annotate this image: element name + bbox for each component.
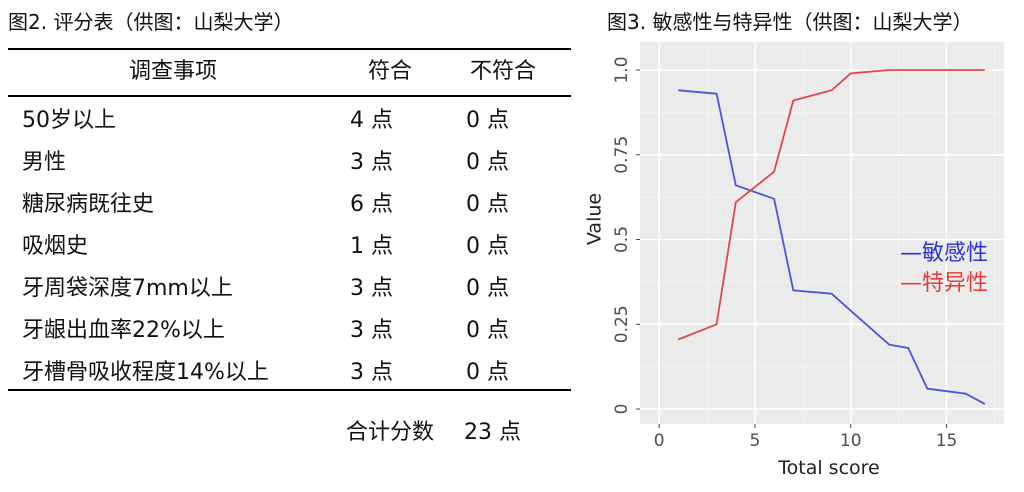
y-tick-label: 0.75 (612, 136, 632, 174)
x-tick-label: 5 (750, 431, 761, 451)
table-top-rule (8, 48, 571, 50)
x-tick-label: 15 (936, 431, 958, 451)
row-item: 吸烟史 (22, 234, 89, 259)
y-tick-label: 0.25 (612, 305, 632, 343)
table-bottom-rule (8, 389, 571, 391)
row-item: 牙槽骨吸收程度14%以上 (22, 360, 269, 385)
y-tick-label: 0 (612, 404, 632, 415)
header-no: 不符合 (470, 59, 537, 84)
plot-background (640, 42, 1004, 424)
row-yes: 4 点 (350, 108, 393, 133)
y-tick-label: 1.0 (612, 56, 632, 83)
row-yes: 3 点 (350, 318, 393, 343)
table-header-row: 调查事项 符合 不符合 (8, 51, 571, 93)
x-tick-label: 0 (654, 431, 665, 451)
total-score: 合计分数 23 点 (346, 414, 551, 446)
table-row: 吸烟史 1 点 0 点 (8, 226, 571, 268)
x-tick-label: 10 (840, 431, 862, 451)
row-yes: 3 点 (350, 360, 393, 385)
row-no: 0 点 (466, 276, 509, 301)
row-no: 0 点 (466, 234, 509, 259)
specificity-line (677, 69, 985, 341)
row-item: 牙龈出血率22%以上 (22, 318, 225, 343)
table-row: 50岁以上 4 点 0 点 (8, 100, 571, 142)
row-item: 牙周袋深度7mm以上 (22, 276, 233, 301)
row-no: 0 点 (466, 360, 509, 385)
sens-spec-chart: 0 0.25 0.5 0.75 1.0 0 5 10 15 Total score Value (584, 42, 1004, 479)
row-item: 男性 (22, 150, 67, 175)
row-yes: 6 点 (350, 192, 393, 217)
table-row: 牙槽骨吸收程度14%以上 3 点 0 点 (8, 352, 571, 394)
header-yes: 符合 (368, 59, 413, 84)
table-header-rule (8, 95, 571, 97)
row-no: 0 点 (466, 108, 509, 133)
total-label: 合计分数 (346, 420, 435, 445)
figure3-title: 图3. 敏感性与特异性（供图：山梨大学） (607, 10, 973, 34)
x-axis-title: Total score (777, 457, 879, 479)
table-row: 糖尿病既往史 6 点 0 点 (8, 184, 571, 226)
table-row: 男性 3 点 0 点 (8, 142, 571, 184)
figure2-title: 图2. 评分表（供图：山梨大学） (8, 10, 294, 34)
table-row: 牙龈出血率22%以上 3 点 0 点 (8, 310, 571, 352)
sensitivity-line (678, 89, 986, 405)
row-item: 糖尿病既往史 (22, 192, 155, 217)
row-yes: 3 点 (350, 150, 393, 175)
y-axis-title: Value (584, 193, 606, 245)
total-value: 23 点 (464, 420, 522, 445)
legend-sensitivity: —敏感性 (900, 241, 989, 266)
row-yes: 3 点 (350, 276, 393, 301)
row-no: 0 点 (466, 192, 509, 217)
row-yes: 1 点 (350, 234, 393, 259)
header-item: 调查事项 (128, 59, 217, 84)
row-no: 0 点 (466, 150, 509, 175)
y-tick-label: 0.5 (612, 226, 632, 253)
row-item: 50岁以上 (22, 108, 116, 133)
legend-specificity: —特异性 (900, 271, 989, 296)
row-no: 0 点 (466, 318, 509, 343)
table-row: 牙周袋深度7mm以上 3 点 0 点 (8, 268, 571, 310)
